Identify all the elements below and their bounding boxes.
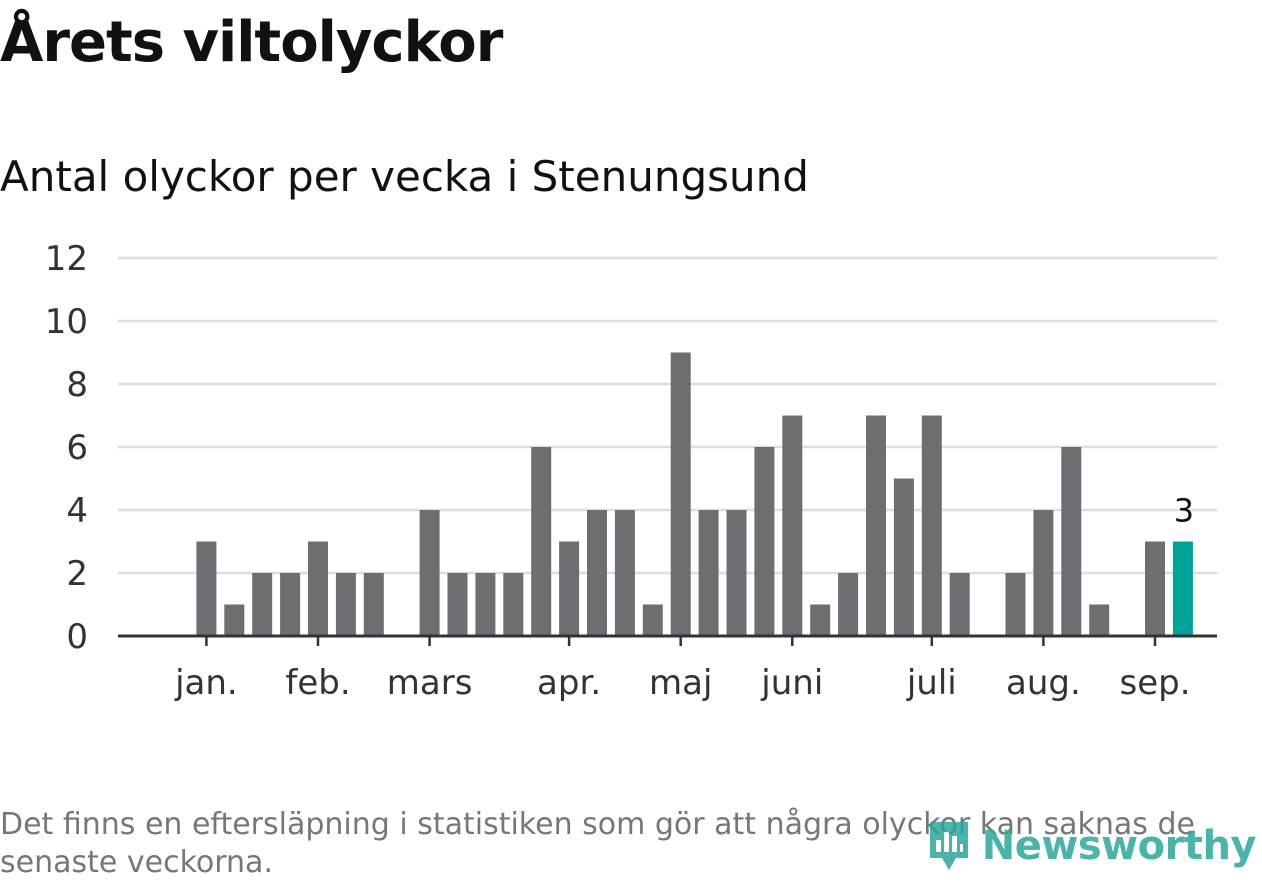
bar — [1033, 510, 1054, 636]
bar — [921, 415, 942, 636]
x-tick-label: apr. — [537, 663, 601, 703]
y-tick-label: 0 — [66, 617, 88, 657]
bar — [335, 573, 356, 636]
x-axis-ticks: jan. feb. mars apr. maj juni juli aug. sep. — [174, 636, 1191, 703]
bar-chart-pin-icon — [929, 822, 968, 870]
bar — [866, 415, 886, 636]
x-tick-label: jan. — [174, 663, 238, 703]
bar — [810, 604, 831, 636]
footnote: Det finns en eftersläpning i statistiken… — [0, 807, 1195, 880]
y-tick-label: 8 — [66, 365, 88, 405]
bar — [838, 573, 859, 636]
chart-title: Årets viltolyckor — [0, 10, 503, 75]
bar — [308, 541, 328, 636]
bar — [503, 573, 524, 636]
bars — [196, 352, 1193, 636]
bar — [614, 510, 635, 636]
bar — [893, 478, 914, 636]
bar — [949, 573, 970, 636]
bar — [642, 604, 663, 636]
bar — [670, 352, 691, 636]
bar — [531, 447, 552, 636]
bar — [1061, 447, 1082, 636]
chart-subtitle: Antal olyckor per vecka i Stenungsund — [0, 152, 809, 201]
x-tick-label: juni — [760, 663, 823, 703]
bar — [252, 573, 273, 636]
x-tick-label: aug. — [1006, 663, 1081, 703]
bar — [1145, 541, 1165, 636]
y-tick-label: 6 — [66, 428, 88, 468]
highlight-data-label: 3 — [1174, 492, 1194, 530]
bar — [698, 510, 719, 636]
bar — [280, 573, 301, 636]
bar — [363, 573, 384, 636]
bar — [196, 541, 217, 636]
data-labels: 3 — [1174, 492, 1194, 530]
x-tick-label: juli — [906, 663, 957, 703]
y-tick-label: 12 — [45, 239, 88, 279]
y-tick-label: 2 — [66, 554, 88, 594]
bar — [559, 541, 580, 636]
brand-name: Newsworthy — [981, 823, 1257, 869]
y-axis-ticks: 0 2 4 6 8 10 12 — [45, 239, 88, 657]
y-tick-label: 10 — [45, 302, 88, 342]
highlighted-bar — [1172, 541, 1193, 636]
bar — [754, 447, 775, 636]
newsworthy-logo: Newsworthy — [926, 818, 1257, 874]
x-tick-label: sep. — [1119, 663, 1190, 703]
bar — [447, 573, 468, 636]
bar — [224, 604, 245, 636]
bar — [587, 510, 607, 636]
bar — [726, 510, 747, 636]
bar — [1089, 604, 1110, 636]
x-tick-label: maj — [649, 663, 712, 703]
gridlines — [118, 256, 1217, 575]
bar — [419, 510, 440, 636]
x-tick-label: mars — [387, 663, 473, 703]
bar — [475, 573, 496, 636]
bar — [1005, 573, 1026, 636]
bar — [782, 415, 803, 636]
x-tick-label: feb. — [285, 663, 350, 703]
y-tick-label: 4 — [66, 491, 88, 531]
